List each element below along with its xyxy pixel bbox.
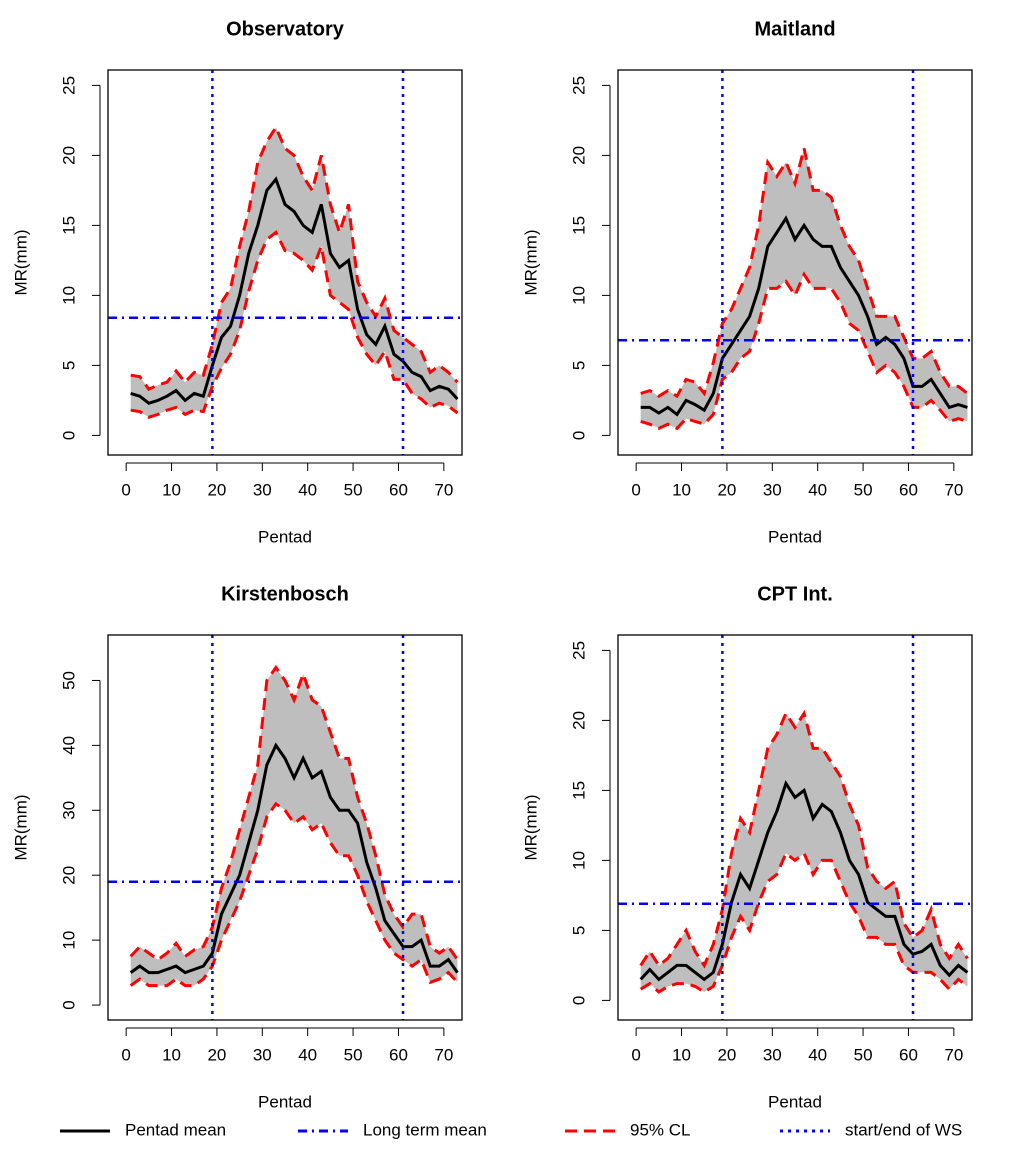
x-tick-label: 40	[808, 480, 827, 499]
mean-line	[130, 176, 459, 405]
x-tick-label: 40	[808, 1045, 827, 1064]
y-tick-label: 10	[569, 286, 588, 305]
mean-line	[129, 742, 459, 975]
x-tick-label: 10	[162, 480, 181, 499]
legend-label: 95% CL	[630, 1120, 690, 1139]
ci-line	[639, 709, 969, 969]
legend-label: Long term mean	[363, 1120, 487, 1139]
ci-band	[640, 713, 968, 992]
legend-label: Pentad mean	[125, 1120, 226, 1139]
plot-frame	[617, 69, 973, 456]
plot-frame	[617, 634, 973, 1021]
x-axis-label: Pentad	[768, 527, 822, 546]
y-tick-label: 0	[569, 996, 588, 1005]
x-tick-label: 30	[253, 1045, 272, 1064]
x-tick-label: 0	[121, 1045, 130, 1064]
y-tick-label: 10	[59, 931, 78, 950]
y-tick-label: 10	[59, 286, 78, 305]
y-tick-label: 50	[59, 671, 78, 690]
x-tick-label: 50	[854, 1045, 873, 1064]
panel: Kirstenbosch 0 10 20 30 40 50 60 70 Pentad 0 10 20 30…	[11, 583, 463, 1111]
y-tick-label: 25	[569, 76, 588, 95]
x-tick-label: 0	[631, 1045, 640, 1064]
y-tick-label: 0	[59, 431, 78, 440]
panel: Observatory 0 10 20 30 40 50 60 70 Pentad 0 5 10 15 20…	[11, 18, 463, 546]
x-tick-label: 60	[389, 1045, 408, 1064]
x-axis-label: Pentad	[258, 1092, 312, 1111]
y-tick-label: 20	[569, 711, 588, 730]
y-tick-label: 30	[59, 801, 78, 820]
x-tick-label: 60	[389, 480, 408, 499]
x-tick-label: 20	[207, 1045, 226, 1064]
x-tick-label: 70	[434, 1045, 453, 1064]
panel-title: Observatory	[226, 18, 345, 40]
y-tick-label: 25	[569, 641, 588, 660]
x-tick-label: 40	[298, 480, 317, 499]
x-tick-label: 60	[899, 1045, 918, 1064]
panel-title: CPT Int.	[757, 583, 833, 605]
x-tick-label: 50	[344, 1045, 363, 1064]
x-tick-label: 70	[944, 1045, 963, 1064]
y-axis-label: MR(mm)	[521, 794, 540, 860]
x-tick-label: 10	[672, 480, 691, 499]
y-tick-label: 20	[569, 146, 588, 165]
x-tick-label: 70	[944, 480, 963, 499]
y-tick-label: 5	[59, 361, 78, 370]
x-tick-label: 50	[344, 480, 363, 499]
plot-frame	[107, 634, 463, 1021]
ci-line	[129, 664, 459, 962]
x-axis-label: Pentad	[768, 1092, 822, 1111]
ci-line	[130, 124, 459, 392]
y-tick-label: 15	[569, 781, 588, 800]
x-tick-label: 50	[854, 480, 873, 499]
y-tick-label: 5	[569, 361, 588, 370]
y-tick-label: 5	[569, 926, 588, 935]
x-tick-label: 0	[121, 480, 130, 499]
x-tick-label: 10	[162, 1045, 181, 1064]
y-tick-label: 20	[59, 146, 78, 165]
x-tick-label: 10	[672, 1045, 691, 1064]
x-tick-label: 40	[298, 1045, 317, 1064]
x-tick-label: 20	[717, 1045, 736, 1064]
x-tick-label: 20	[207, 480, 226, 499]
x-tick-label: 20	[717, 480, 736, 499]
y-tick-label: 25	[59, 76, 78, 95]
mean-line	[639, 779, 969, 982]
mean-line	[640, 215, 968, 417]
y-tick-label: 20	[59, 866, 78, 885]
y-tick-label: 0	[59, 1000, 78, 1009]
x-tick-label: 30	[253, 480, 272, 499]
plot-frame	[107, 69, 463, 456]
y-tick-label: 15	[59, 216, 78, 235]
ci-line	[129, 801, 459, 988]
panel: Maitland 0 10 20 30 40 50 60 70 Pentad 0 5 10 15 20 25 M…	[521, 18, 973, 546]
x-tick-label: 30	[763, 480, 782, 499]
panel: CPT Int. 0 10 20 30 40 50 60 70 Pentad 0 5 10 15 20 25 M…	[521, 583, 973, 1111]
ci-line	[130, 230, 459, 419]
y-axis-label: MR(mm)	[11, 229, 30, 295]
y-tick-label: 15	[569, 216, 588, 235]
x-tick-label: 70	[434, 480, 453, 499]
panel-title: Maitland	[754, 18, 835, 40]
x-tick-label: 30	[763, 1045, 782, 1064]
x-axis-label: Pentad	[258, 527, 312, 546]
x-tick-label: 0	[631, 480, 640, 499]
ci-band	[130, 667, 458, 986]
y-tick-label: 0	[569, 431, 588, 440]
y-axis-label: MR(mm)	[521, 229, 540, 295]
y-tick-label: 40	[59, 736, 78, 755]
y-tick-label: 10	[569, 851, 588, 870]
x-tick-label: 60	[899, 480, 918, 499]
y-axis-label: MR(mm)	[11, 794, 30, 860]
panel-title: Kirstenbosch	[221, 583, 349, 605]
legend-label: start/end of WS	[845, 1120, 962, 1139]
